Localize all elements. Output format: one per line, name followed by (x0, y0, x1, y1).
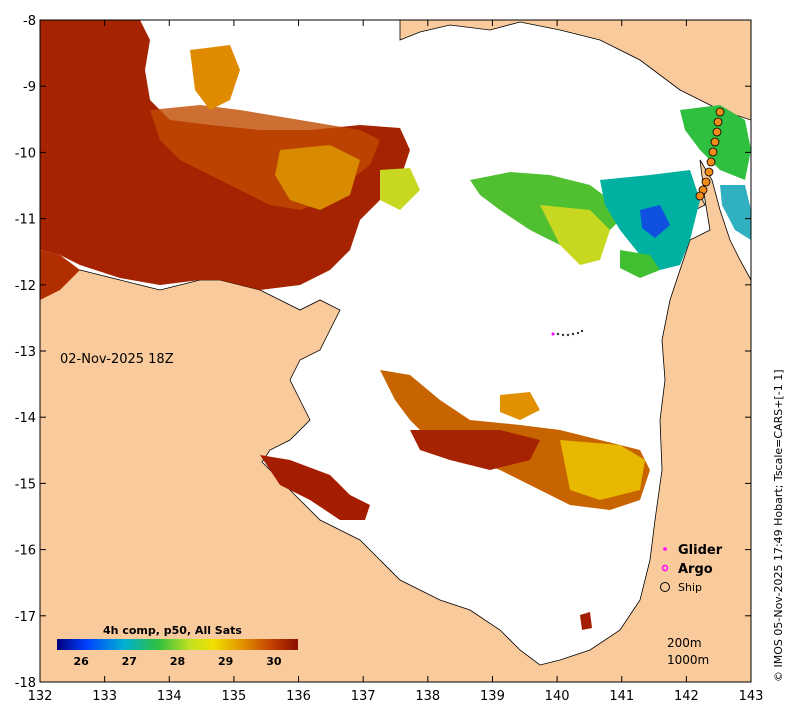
glider-track (551, 329, 584, 337)
glider-marker (663, 547, 667, 551)
x-tick-label: 138 (415, 689, 440, 704)
x-tick-label: 137 (351, 689, 376, 704)
sst-patches (40, 20, 751, 630)
y-tick-label: -13 (15, 345, 36, 360)
y-tick-label: -16 (15, 544, 36, 559)
y-tick-label: -18 (15, 676, 36, 691)
legend-glider: Glider (678, 543, 723, 558)
x-tick-label: 140 (545, 689, 570, 704)
colorbar-gradient (57, 639, 298, 650)
x-axis: 132 133 134 135 136 137 138 139 140 141 142 143 (28, 20, 764, 704)
colorbar-tick-label: 30 (266, 655, 282, 668)
x-tick-label: 141 (609, 689, 634, 704)
colorbar: 4h comp, p50, All Sats 26 27 28 29 30 (57, 624, 298, 668)
x-tick-label: 134 (157, 689, 182, 704)
x-tick-label: 143 (739, 689, 764, 704)
y-tick-label: -12 (15, 279, 36, 294)
track-legend: Glider Argo Ship (660, 543, 723, 594)
x-tick-label: 139 (480, 689, 505, 704)
ship-marker (660, 582, 670, 592)
colorbar-tick-label: 28 (170, 655, 185, 668)
y-tick-label: -11 (15, 213, 36, 228)
x-tick-label: 136 (286, 689, 311, 704)
colorbar-ticks: 26 27 28 29 30 (73, 655, 281, 668)
date-label: 02-Nov-2025 18Z (60, 352, 174, 367)
y-tick-label: -14 (15, 411, 36, 426)
y-tick-label: -10 (15, 146, 36, 161)
y-axis: -8 -9 -10 -11 -12 -13 -14 -15 -16 -17 -18 (15, 14, 751, 691)
x-tick-label: 142 (674, 689, 699, 704)
colorbar-tick-label: 27 (122, 655, 137, 668)
credit-label: © IMOS 05-Nov-2025 17:49 Hobart; Tscale=… (772, 370, 785, 682)
legend-argo: Argo (678, 562, 713, 577)
argo-marker (661, 564, 669, 572)
colorbar-tick-label: 26 (73, 655, 89, 668)
y-tick-label: -8 (23, 14, 36, 29)
isobath-1000m: 1000m (667, 653, 709, 667)
x-tick-label: 132 (28, 689, 53, 704)
colorbar-tick-label: 29 (218, 655, 233, 668)
colorbar-title: 4h comp, p50, All Sats (103, 624, 242, 637)
legend-ship: Ship (678, 581, 702, 594)
y-tick-label: -15 (15, 477, 36, 492)
y-tick-label: -9 (23, 80, 36, 95)
x-tick-label: 133 (92, 689, 117, 704)
isobath-200m: 200m (667, 636, 702, 650)
x-tick-label: 135 (221, 689, 246, 704)
ship-track (695, 107, 725, 201)
y-tick-label: -17 (15, 610, 36, 625)
